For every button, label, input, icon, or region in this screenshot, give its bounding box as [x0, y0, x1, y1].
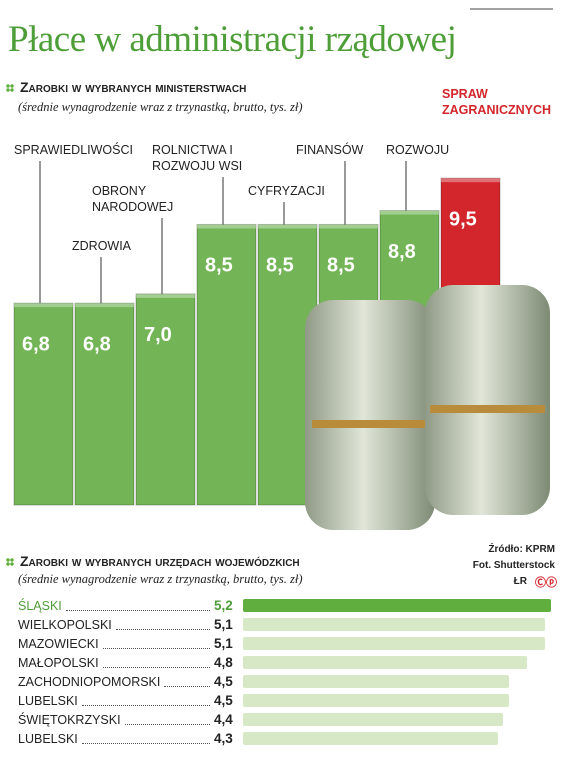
- chart-subtitle: (średnie wynagrodzenie wraz z trzynastką…: [18, 572, 303, 586]
- bar-track: [243, 618, 555, 631]
- chart-title: Zarobki w wybranych urzędach wojewódzkic…: [20, 553, 300, 569]
- row: MAŁOPOLSKI 4,8: [18, 654, 555, 671]
- bar-top: [136, 293, 195, 298]
- bar-track: [243, 599, 555, 612]
- bar-track: [243, 732, 555, 745]
- category-label: ZDROWIA: [72, 239, 132, 253]
- bar: [243, 675, 510, 688]
- bar-top: [380, 210, 439, 215]
- value-label: 8,5: [266, 255, 294, 277]
- bar: [74, 302, 135, 506]
- leader-dots: [124, 724, 210, 725]
- bar-top: [441, 178, 500, 183]
- bullet: [6, 84, 14, 92]
- bar-top: [197, 224, 256, 229]
- value-label: 4,3: [214, 731, 233, 746]
- bullet: [6, 558, 14, 566]
- copyright-icons: Ⓒⓟ: [535, 577, 557, 589]
- value-label: 8,5: [205, 255, 233, 277]
- leader-dots: [81, 705, 210, 706]
- bar-top: [319, 224, 378, 229]
- bar: [135, 293, 196, 506]
- value-label: 6,8: [22, 333, 50, 355]
- bar: [196, 223, 257, 506]
- row: LUBELSKI 4,5: [18, 692, 555, 709]
- row-label: ZACHODNIOPOMORSKI: [18, 674, 161, 689]
- value-label: 4,8: [214, 655, 233, 670]
- chart-subtitle: (średnie wynagrodzenie wraz z trzynastką…: [18, 100, 303, 114]
- value-label: 9,5: [449, 208, 477, 230]
- value-label: 5,1: [214, 636, 233, 651]
- row: MAZOWIECKI 5,1: [18, 635, 555, 652]
- bar: [243, 618, 545, 631]
- row-label: WIELKOPOLSKI: [18, 617, 112, 632]
- bar-track: [243, 656, 555, 669]
- leader-dots: [164, 686, 210, 687]
- money-roll: [305, 300, 435, 530]
- category-label: CYFRYZACJI: [248, 184, 325, 198]
- row: ŚWIĘTOKRZYSKI 4,4: [18, 711, 555, 728]
- value-label: 6,8: [83, 333, 111, 355]
- value-label: 8,5: [327, 255, 355, 277]
- bar: [243, 656, 528, 669]
- money-roll: [425, 285, 550, 515]
- rubber-band: [430, 405, 545, 413]
- bar-top: [75, 303, 134, 308]
- value-label: 5,1: [214, 617, 233, 632]
- bar-top: [258, 224, 317, 229]
- leader-dots: [102, 648, 210, 649]
- source: Źródło: KPRM: [488, 544, 555, 555]
- row: WIELKOPOLSKI 5,1: [18, 616, 555, 633]
- bar-track: [243, 675, 555, 688]
- row: ŚLĄSKI 5,2: [18, 597, 555, 614]
- category-label: OBRONY NARODOWEJ: [92, 184, 174, 214]
- bar: [243, 599, 551, 612]
- chart-title: Zarobki w wybranych ministerstwach: [20, 79, 247, 95]
- bar: [243, 713, 504, 726]
- leader-dots: [81, 743, 210, 744]
- row: ZACHODNIOPOMORSKI 4,5: [18, 673, 555, 690]
- bar-track: [243, 694, 555, 707]
- row-label: MAŁOPOLSKI: [18, 655, 99, 670]
- leader-dots: [102, 667, 210, 668]
- author: ŁR: [513, 576, 527, 587]
- rubber-band: [312, 420, 430, 428]
- row-label: MAZOWIECKI: [18, 636, 99, 651]
- category-label: ROZWOJU: [386, 143, 450, 157]
- bar: [243, 732, 498, 745]
- value-label: 8,8: [388, 241, 416, 263]
- category-label: FINANSÓW: [296, 143, 364, 157]
- leader-dots: [115, 629, 210, 630]
- bar: [243, 637, 545, 650]
- value-label: 7,0: [144, 324, 172, 346]
- bar-track: [243, 713, 555, 726]
- bar: [243, 694, 510, 707]
- row: LUBELSKI 4,3: [18, 730, 555, 747]
- row-label: LUBELSKI: [18, 693, 78, 708]
- value-label: 4,5: [214, 674, 233, 689]
- row-label: ŚLĄSKI: [18, 598, 62, 613]
- value-label: 4,5: [214, 693, 233, 708]
- value-label: 5,2: [214, 598, 233, 613]
- category-label: SPRAWIEDLIWOŚCI: [14, 143, 133, 157]
- row-label: LUBELSKI: [18, 731, 78, 746]
- leader-dots: [65, 610, 210, 611]
- category-label: ROLNICTWA I ROZWOJU WSI: [152, 143, 243, 173]
- bar-top: [14, 303, 73, 308]
- money-rolls: [305, 285, 550, 530]
- value-label: 4,4: [214, 712, 233, 727]
- category-label: SPRAW ZAGRANICZNYCH: [442, 87, 552, 117]
- bar: [13, 302, 74, 506]
- row-label: ŚWIĘTOKRZYSKI: [18, 712, 121, 727]
- bar-track: [243, 637, 555, 650]
- photo-credit: Fot. Shutterstock: [472, 560, 555, 571]
- page-title: Płace w administracji rządowej: [8, 19, 457, 60]
